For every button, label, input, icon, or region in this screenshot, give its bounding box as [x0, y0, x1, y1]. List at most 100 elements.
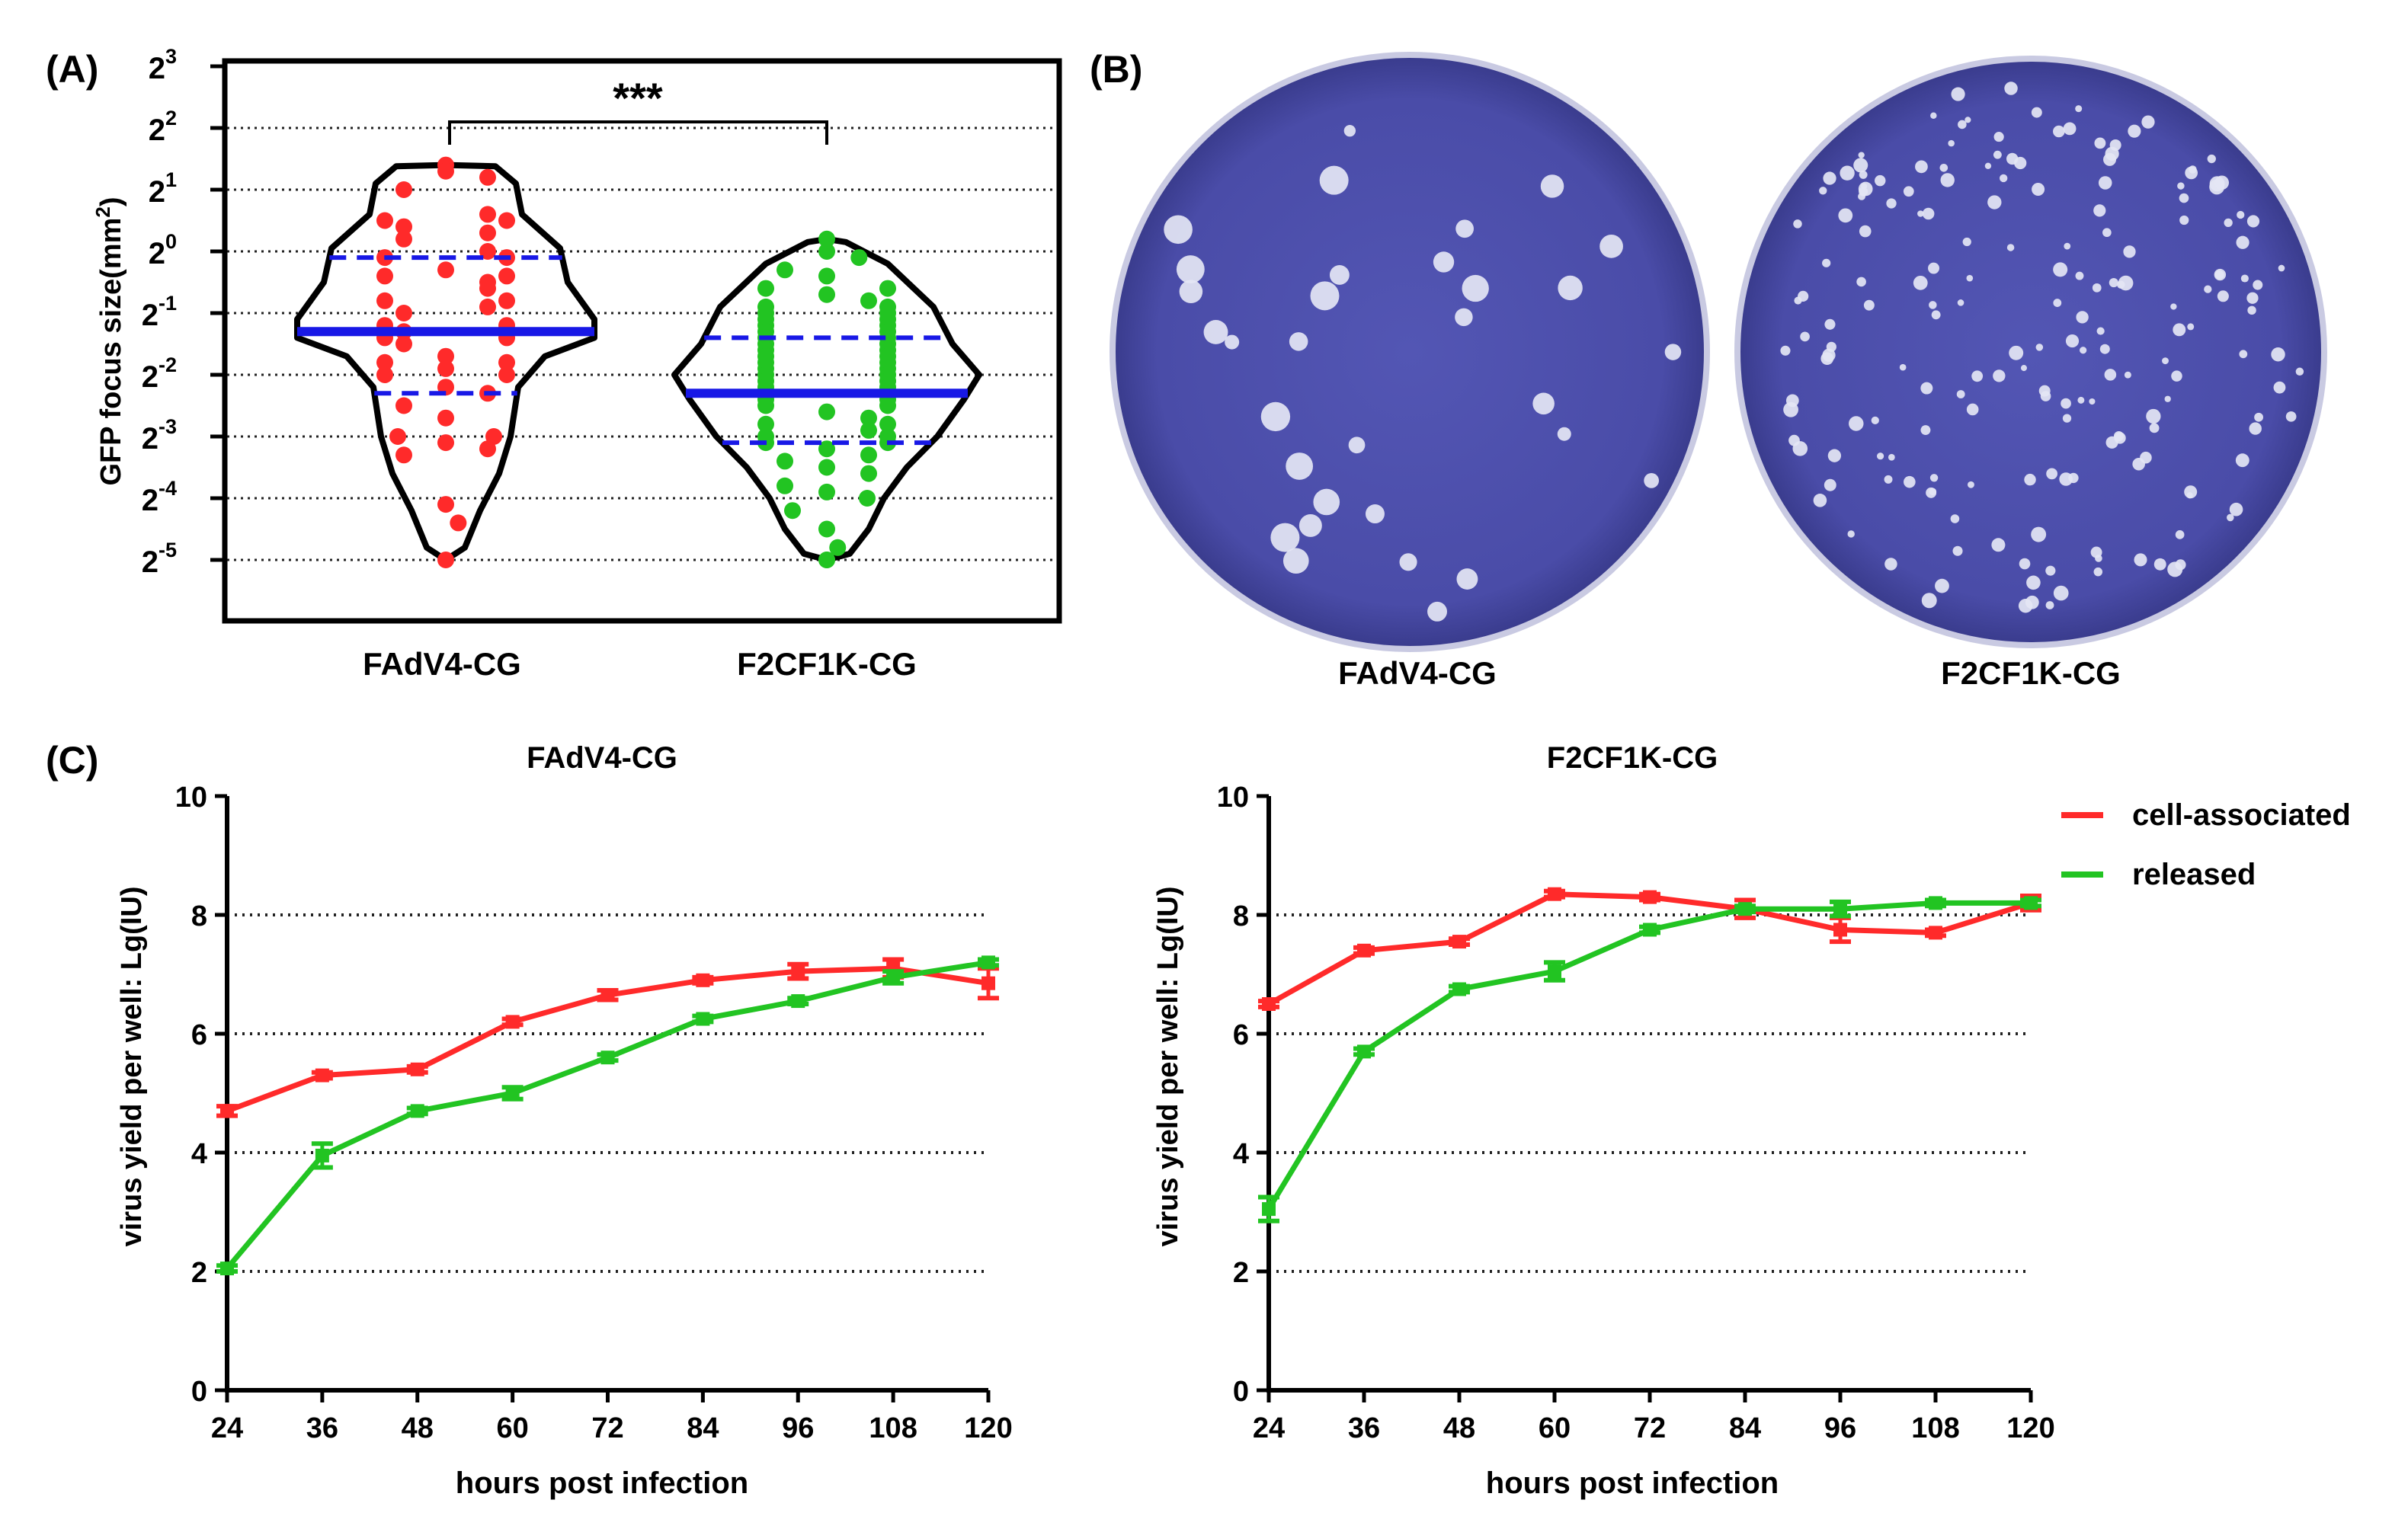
plaque — [2140, 451, 2152, 464]
plaque — [2217, 290, 2229, 302]
data-point — [886, 970, 901, 984]
violin-y-axis-label-close: ) — [95, 197, 127, 206]
plaque — [1853, 158, 1868, 173]
plaque — [1956, 390, 1965, 398]
plaque — [1433, 251, 1455, 273]
plaque — [1928, 262, 1940, 274]
violin-y-tick-base: 2 — [142, 360, 159, 394]
violin-point — [860, 292, 877, 309]
violin-y-tick-exponent: 3 — [165, 45, 177, 68]
data-point — [1643, 923, 1657, 937]
violin-y-tick-base: 2 — [142, 299, 159, 332]
plaque — [2053, 125, 2065, 138]
violin-point — [498, 353, 515, 371]
plaque — [1984, 162, 1992, 169]
violin-point — [437, 409, 454, 427]
violin-point — [437, 261, 454, 279]
plaque — [1939, 163, 1948, 172]
violin-y-tick-base: 2 — [142, 545, 159, 579]
violin-y-tick-base: 2 — [149, 52, 165, 85]
significance-label: *** — [613, 74, 663, 122]
data-point — [505, 1015, 520, 1029]
plaque — [1915, 160, 1928, 174]
plaque — [2167, 561, 2183, 577]
plaque — [2064, 242, 2071, 250]
violin-point — [818, 440, 835, 458]
data-point — [2024, 896, 2038, 910]
plaque — [1858, 192, 1866, 200]
violin-point — [479, 298, 496, 315]
violin-y-tick-label: 23 — [149, 45, 177, 85]
plaque — [2019, 558, 2031, 570]
growth-legend: cell-associated released — [2061, 798, 2351, 891]
plaque — [2173, 323, 2186, 337]
x-tick-label: 48 — [1443, 1412, 1475, 1444]
violin-point — [395, 181, 412, 198]
plaque — [1270, 523, 1300, 552]
violin-frame — [222, 58, 1062, 624]
plaque — [2062, 414, 2072, 423]
violin-y-tick-exponent: -3 — [159, 415, 177, 438]
plaque — [1783, 401, 1798, 417]
violin-point — [479, 168, 496, 186]
plaque — [2093, 567, 2103, 577]
plaque — [1929, 488, 1937, 496]
plaque — [2090, 546, 2102, 558]
violin-point — [389, 428, 406, 445]
data-point — [981, 976, 995, 990]
plaque — [2204, 285, 2212, 293]
plaque — [2038, 385, 2051, 397]
plaque — [1824, 478, 1836, 491]
plaque — [2179, 193, 2189, 203]
plaque — [1840, 165, 1855, 181]
violin-point — [479, 243, 496, 260]
violin-point — [437, 496, 454, 513]
data-point — [1833, 902, 1847, 916]
plaque — [2177, 182, 2185, 190]
plaque — [1310, 281, 1340, 311]
violin-y-tick-base: 2 — [142, 484, 159, 517]
plaque — [2031, 107, 2042, 118]
y-tick-label: 0 — [191, 1376, 207, 1408]
legend-label-released: released — [2132, 858, 2256, 891]
plaque — [2253, 280, 2263, 290]
x-tick-label: 60 — [1539, 1412, 1571, 1444]
x-tick-label: 84 — [1729, 1412, 1761, 1444]
plaque — [1950, 514, 1960, 523]
plaque — [1993, 132, 2004, 142]
plaque — [2249, 422, 2262, 435]
violin-x-label-f2cf1k: F2CF1K-CG — [737, 646, 917, 682]
violin-y-tick-label: 21 — [149, 168, 177, 209]
plaque — [1282, 548, 1309, 574]
x-tick-label: 108 — [1911, 1412, 1959, 1444]
growth-chart-fadv4-x-label: hours post infection — [456, 1466, 748, 1500]
violin-point — [479, 440, 496, 458]
violin-point — [376, 366, 393, 383]
plaque — [2295, 367, 2304, 376]
data-point — [600, 988, 615, 1003]
violin-y-tick-exponent: 1 — [165, 168, 177, 191]
plaque — [1599, 234, 1623, 258]
plaque — [2187, 323, 2195, 331]
x-tick-label: 96 — [1824, 1412, 1856, 1444]
violin-point — [376, 292, 393, 309]
data-point — [410, 1062, 424, 1076]
plaque — [1935, 578, 1949, 593]
violin-y-tick-label: 22 — [149, 107, 177, 147]
plaque — [2094, 137, 2106, 149]
violin-point — [757, 415, 774, 433]
violin-points — [376, 156, 896, 568]
plaque — [1399, 553, 1417, 571]
axes — [225, 796, 988, 1393]
violin-y-tick-label: 2-4 — [142, 477, 177, 517]
plaque — [2075, 105, 2083, 113]
violin-point — [479, 224, 496, 241]
y-tick-label: 4 — [1233, 1138, 1249, 1170]
plaque — [2018, 599, 2033, 613]
plaque-plates: FAdV4-CG F2CF1K-CG — [1110, 52, 2327, 691]
data-point — [1262, 997, 1276, 1011]
plaque — [2068, 472, 2079, 484]
x-tick-label: 96 — [782, 1412, 814, 1444]
plaque — [1971, 370, 1984, 382]
